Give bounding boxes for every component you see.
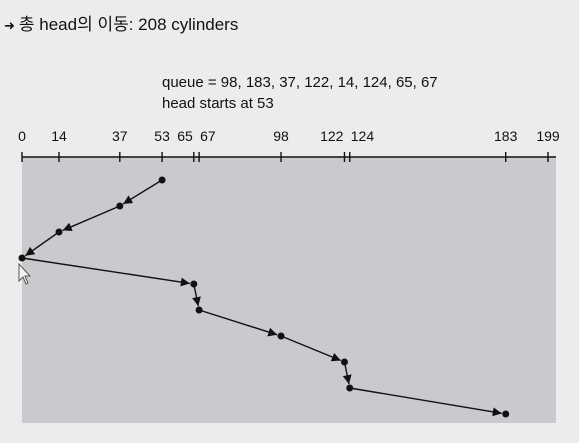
- tick-label: 98: [273, 128, 289, 144]
- head-move-segment: [198, 309, 278, 337]
- tick-label: 122: [320, 128, 344, 144]
- head-move-segment: [24, 231, 60, 257]
- head-start-line: head starts at 53: [162, 95, 274, 112]
- tick-label: 0: [18, 128, 26, 144]
- request-point: [55, 228, 63, 236]
- head-move-segment: [280, 335, 342, 362]
- request-point: [190, 280, 198, 288]
- request-point: [116, 202, 124, 210]
- request-point: [277, 332, 285, 340]
- tick-label: 124: [351, 128, 375, 144]
- request-point: [195, 306, 203, 314]
- request-point: [346, 384, 354, 392]
- tick-label: 199: [536, 128, 560, 144]
- tick-label: 67: [200, 128, 216, 144]
- plot-area: [22, 157, 556, 423]
- request-point: [340, 358, 348, 366]
- head-move-segment: [342, 361, 352, 385]
- head-move-segment: [122, 179, 163, 205]
- tick-label: 53: [154, 128, 170, 144]
- tick-label: 37: [112, 128, 128, 144]
- head-move-segment: [192, 283, 201, 307]
- header-text: 총 head의 이동: 208 cylinders: [18, 15, 239, 34]
- queue-line: queue = 98, 183, 37, 122, 14, 124, 65, 6…: [162, 74, 438, 91]
- head-move-segment: [21, 257, 190, 287]
- arrow-bullet-icon: ➜: [4, 18, 15, 33]
- tick-label: 14: [51, 128, 67, 144]
- request-point: [502, 410, 510, 418]
- tick-label: 65: [177, 128, 193, 144]
- head-move-segment: [62, 205, 121, 232]
- request-point: [18, 254, 26, 262]
- queue-label: queue = 98, 183, 37, 122, 14, 124, 65, 6…: [162, 72, 438, 114]
- header-line: ➜ 총 head의 이동: 208 cylinders: [4, 10, 238, 35]
- head-start-point: [158, 176, 166, 184]
- mouse-cursor-icon: [18, 262, 32, 285]
- head-move-segment: [349, 387, 502, 417]
- tick-label: 183: [494, 128, 518, 144]
